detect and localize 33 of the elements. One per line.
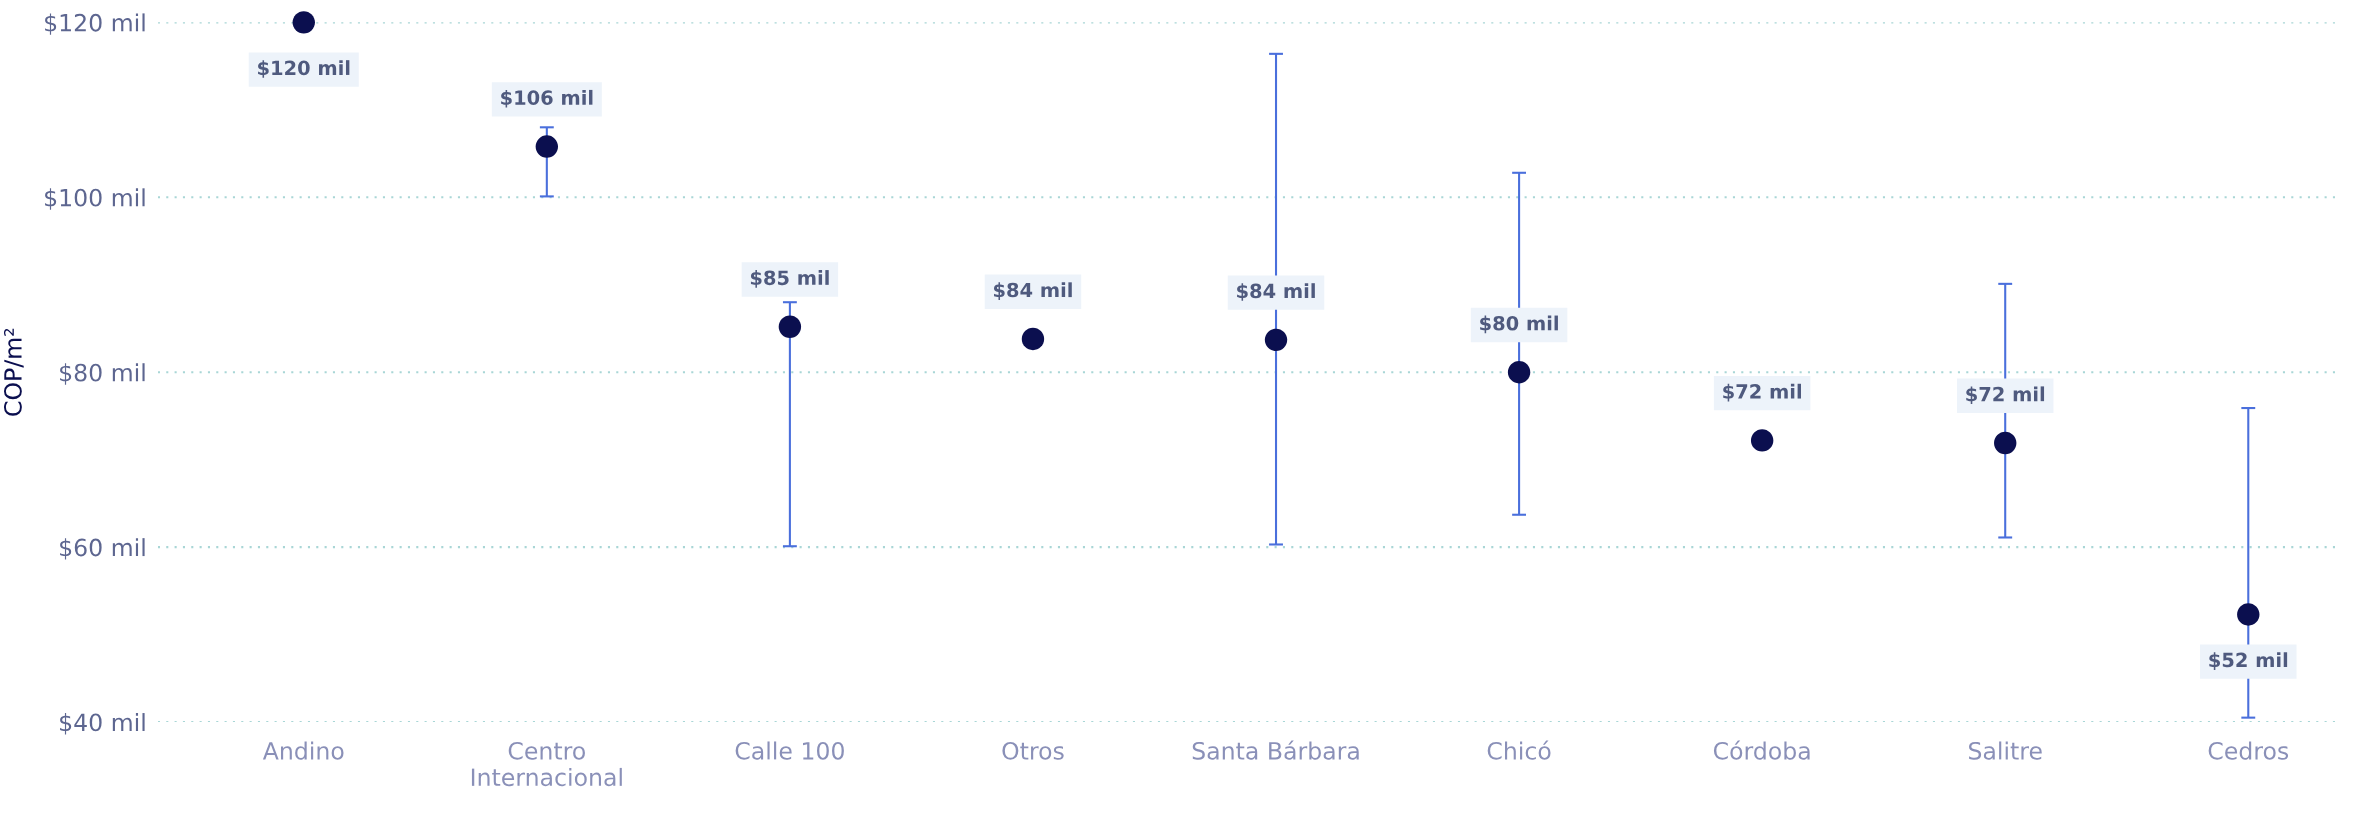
data-label: $84 mil — [994, 282, 1072, 300]
y-tick-label: $100 mil — [45, 188, 145, 210]
y-tick-label: $80 mil — [60, 363, 145, 385]
x-tick-label: Centro Internacional — [471, 741, 622, 787]
point — [778, 315, 802, 338]
x-tick-label: Salitre — [1969, 741, 2042, 760]
point — [535, 135, 559, 158]
data-label: $84 mil — [1237, 283, 1315, 301]
x-tick-label: Santa Bárbara — [1192, 740, 1359, 760]
point — [292, 11, 315, 34]
y-tick-label: $60 mil — [60, 538, 145, 560]
data-label: $72 mil — [1966, 386, 2045, 405]
x-tick-label: Otros — [1002, 741, 1064, 760]
point — [2237, 603, 2260, 626]
data-label: $80 mil — [1480, 315, 1558, 334]
data-label: $85 mil — [750, 270, 829, 288]
y-axis-title: COP/m² — [4, 328, 24, 416]
data-label: $106 mil — [501, 89, 593, 108]
point — [1994, 431, 2017, 455]
data-label: $120 mil — [258, 60, 350, 78]
x-tick-label: Calle 100 — [735, 741, 844, 760]
y-tick-label: $120 mil — [45, 13, 145, 35]
data-label: $72 mil — [1723, 383, 1801, 402]
point — [1264, 328, 1288, 352]
x-tick-label: Chicó — [1487, 740, 1551, 760]
x-tick-label: Córdoba — [1713, 740, 1810, 760]
x-tick-label: Andino — [262, 741, 344, 760]
point — [1750, 429, 1774, 452]
point — [1021, 327, 1045, 351]
point — [1507, 360, 1531, 384]
data-label: $52 mil — [2209, 652, 2288, 670]
x-tick-label: Cedros — [2208, 741, 2289, 760]
y-tick-label: $40 mil — [60, 713, 145, 735]
